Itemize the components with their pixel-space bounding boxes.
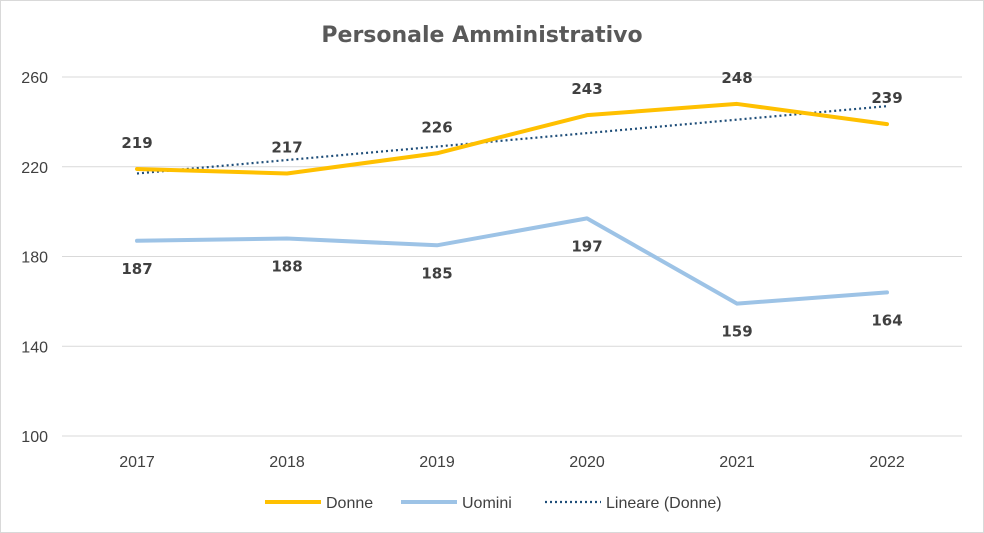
trendline-layer: [136, 105, 888, 175]
chart-title: Personale Amministrativo: [321, 23, 642, 48]
data-label-uomini: 188: [271, 258, 302, 276]
data-label-donne: 243: [571, 80, 602, 98]
legend-label: Uomini: [462, 495, 512, 512]
data-label-uomini: 159: [721, 323, 752, 341]
data-label-donne: 217: [271, 138, 302, 156]
x-tick-label: 2021: [719, 454, 755, 471]
x-tick-label: 2019: [419, 454, 455, 471]
data-label-uomini: 187: [121, 260, 152, 278]
data-label-donne: 239: [871, 89, 902, 107]
y-tick-label: 180: [21, 250, 48, 267]
series-line-donne: [135, 101, 889, 176]
trendline-donne: [136, 105, 888, 175]
y-tick-label: 140: [21, 339, 48, 356]
data-label-uomini: 185: [421, 264, 452, 282]
x-tick-label: 2017: [119, 454, 155, 471]
x-tick-label: 2018: [269, 454, 305, 471]
series-line-uomini: [135, 216, 889, 306]
series-lines: [135, 101, 889, 306]
x-axis-ticks: 2017 2018 2019 2020 2021 2022: [119, 454, 905, 471]
x-tick-label: 2020: [569, 454, 605, 471]
gridlines: [62, 76, 962, 437]
x-tick-label: 2022: [869, 454, 905, 471]
data-label-donne: 248: [721, 69, 752, 87]
y-axis-ticks: 100 140 180 220 260: [21, 70, 48, 446]
data-label-uomini: 164: [871, 311, 902, 329]
y-tick-label: 100: [21, 429, 48, 446]
legend-label: Donne: [326, 495, 373, 512]
y-tick-label: 260: [21, 70, 48, 87]
legend: Donne Uomini Lineare (Donne): [265, 495, 722, 512]
data-label-donne: 219: [121, 134, 152, 152]
data-label-donne: 226: [421, 118, 452, 136]
legend-label: Lineare (Donne): [606, 495, 722, 512]
y-tick-label: 220: [21, 160, 48, 177]
data-label-uomini: 197: [571, 237, 602, 255]
data-labels: 219 217 226 243 248 239 187 188 185 197 159 164: [121, 69, 902, 341]
